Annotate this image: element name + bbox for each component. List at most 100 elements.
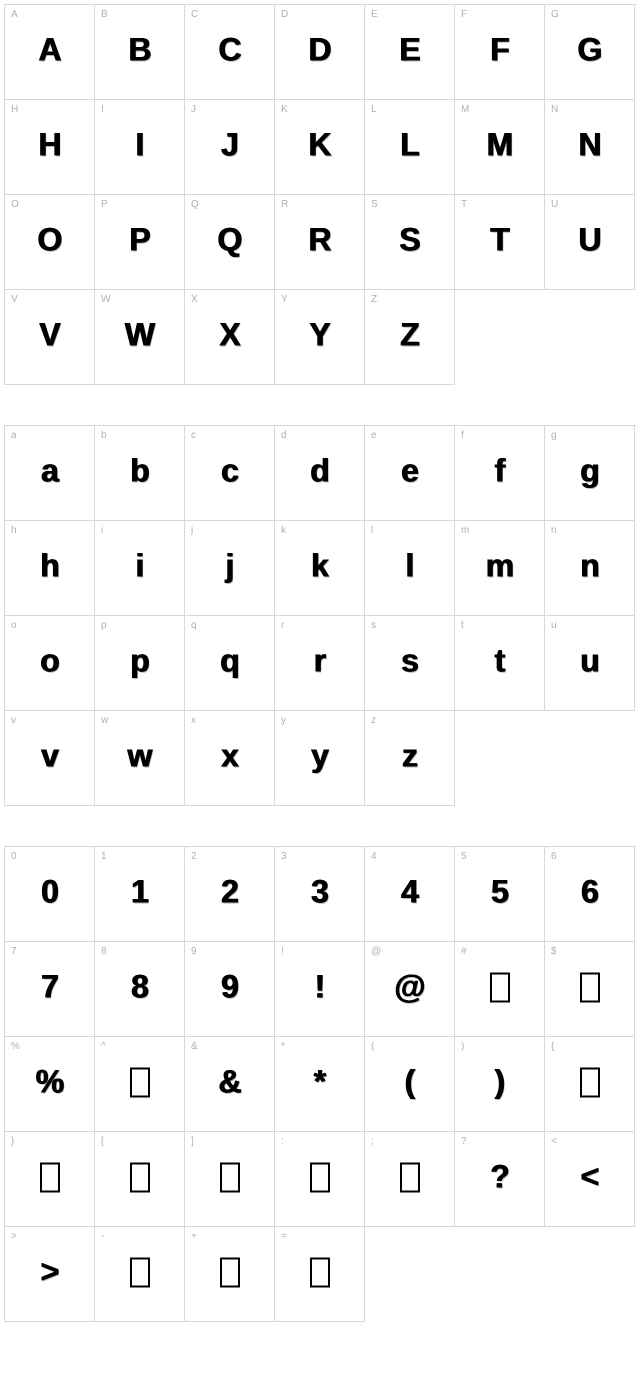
char-key-label: ; — [371, 1136, 374, 1147]
char-key-label: 5 — [461, 851, 467, 862]
char-cell: qq — [185, 616, 275, 711]
char-key-label: z — [371, 715, 376, 726]
char-cell: CC — [185, 5, 275, 100]
char-glyph: ( — [405, 1064, 415, 1101]
char-key-label: ! — [281, 946, 284, 957]
char-cell: YY — [275, 290, 365, 385]
char-glyph: h — [40, 548, 59, 585]
char-glyph: F — [490, 32, 509, 69]
char-glyph: I — [136, 127, 144, 164]
char-cell: >> — [5, 1227, 95, 1322]
char-key-label: H — [11, 104, 18, 115]
char-cell: LL — [365, 100, 455, 195]
char-glyph: 6 — [581, 874, 598, 911]
char-key-label: B — [101, 9, 108, 20]
char-key-label: S — [371, 199, 378, 210]
char-cell: xx — [185, 711, 275, 806]
char-section-digits-symbols: 00112233445566778899!!@@#$%%^&&**(()){}[… — [4, 846, 636, 1322]
char-cell: 66 — [545, 847, 635, 942]
char-cell: II — [95, 100, 185, 195]
char-cell: TT — [455, 195, 545, 290]
char-glyph: V — [39, 317, 59, 354]
char-glyph: * — [314, 1064, 325, 1101]
char-glyph: t — [495, 643, 505, 680]
char-glyph: y — [311, 738, 328, 775]
char-cell: NN — [545, 100, 635, 195]
char-glyph: 8 — [131, 969, 148, 1006]
char-cell: 11 — [95, 847, 185, 942]
char-glyph: ) — [495, 1064, 505, 1101]
char-cell: !! — [275, 942, 365, 1037]
char-key-label: y — [281, 715, 286, 726]
char-cell: hh — [5, 521, 95, 616]
char-key-label: D — [281, 9, 288, 20]
char-key-label: T — [461, 199, 467, 210]
char-key-label: W — [101, 294, 110, 305]
char-cell: rr — [275, 616, 365, 711]
char-cell: FF — [455, 5, 545, 100]
char-key-label: [ — [101, 1136, 104, 1147]
char-glyph: 5 — [491, 874, 508, 911]
char-cell: AA — [5, 5, 95, 100]
char-key-label: 8 — [101, 946, 107, 957]
char-cell: DD — [275, 5, 365, 100]
char-glyph: L — [400, 127, 419, 164]
char-glyph: X — [219, 317, 239, 354]
char-key-label: } — [11, 1136, 14, 1147]
char-key-label: p — [101, 620, 107, 631]
char-key-label: i — [101, 525, 103, 536]
char-cell: KK — [275, 100, 365, 195]
char-glyph — [220, 1163, 240, 1193]
char-cell: uu — [545, 616, 635, 711]
char-glyph: D — [308, 32, 330, 69]
char-cell: ll — [365, 521, 455, 616]
char-cell: { — [545, 1037, 635, 1132]
char-key-label: Z — [371, 294, 377, 305]
char-key-label: t — [461, 620, 464, 631]
char-cell: + — [185, 1227, 275, 1322]
char-glyph: W — [125, 317, 154, 354]
char-key-label: # — [461, 946, 467, 957]
char-glyph: < — [581, 1159, 599, 1196]
char-cell: jj — [185, 521, 275, 616]
char-glyph: > — [41, 1254, 59, 1291]
char-key-label: r — [281, 620, 284, 631]
char-cell: (( — [365, 1037, 455, 1132]
char-cell: zz — [365, 711, 455, 806]
char-key-label: M — [461, 104, 469, 115]
char-key-label: ) — [461, 1041, 464, 1052]
char-glyph: & — [218, 1064, 240, 1101]
char-glyph: j — [226, 548, 234, 585]
char-cell: tt — [455, 616, 545, 711]
char-glyph: b — [130, 453, 149, 490]
char-cell: nn — [545, 521, 635, 616]
char-glyph: r — [314, 643, 325, 680]
char-cell: MM — [455, 100, 545, 195]
char-cell: dd — [275, 426, 365, 521]
char-key-label: d — [281, 430, 287, 441]
char-key-label: 2 — [191, 851, 197, 862]
char-key-label: V — [11, 294, 18, 305]
char-key-label: c — [191, 430, 196, 441]
char-cell: kk — [275, 521, 365, 616]
char-key-label: k — [281, 525, 286, 536]
char-cell: ?? — [455, 1132, 545, 1227]
char-glyph: U — [578, 222, 600, 259]
char-key-label: e — [371, 430, 377, 441]
char-glyph: o — [40, 643, 59, 680]
char-glyph: x — [221, 738, 238, 775]
char-cell: HH — [5, 100, 95, 195]
char-key-label: 4 — [371, 851, 377, 862]
char-cell: gg — [545, 426, 635, 521]
char-cell: ] — [185, 1132, 275, 1227]
char-key-label: : — [281, 1136, 284, 1147]
char-key-label: Q — [191, 199, 199, 210]
char-glyph: 9 — [221, 969, 238, 1006]
char-cell: 99 — [185, 942, 275, 1037]
char-glyph — [220, 1258, 240, 1288]
char-key-label: a — [11, 430, 17, 441]
char-glyph: Z — [400, 317, 419, 354]
char-key-label: + — [191, 1231, 197, 1242]
char-glyph: n — [580, 548, 599, 585]
char-glyph: 7 — [41, 969, 58, 1006]
